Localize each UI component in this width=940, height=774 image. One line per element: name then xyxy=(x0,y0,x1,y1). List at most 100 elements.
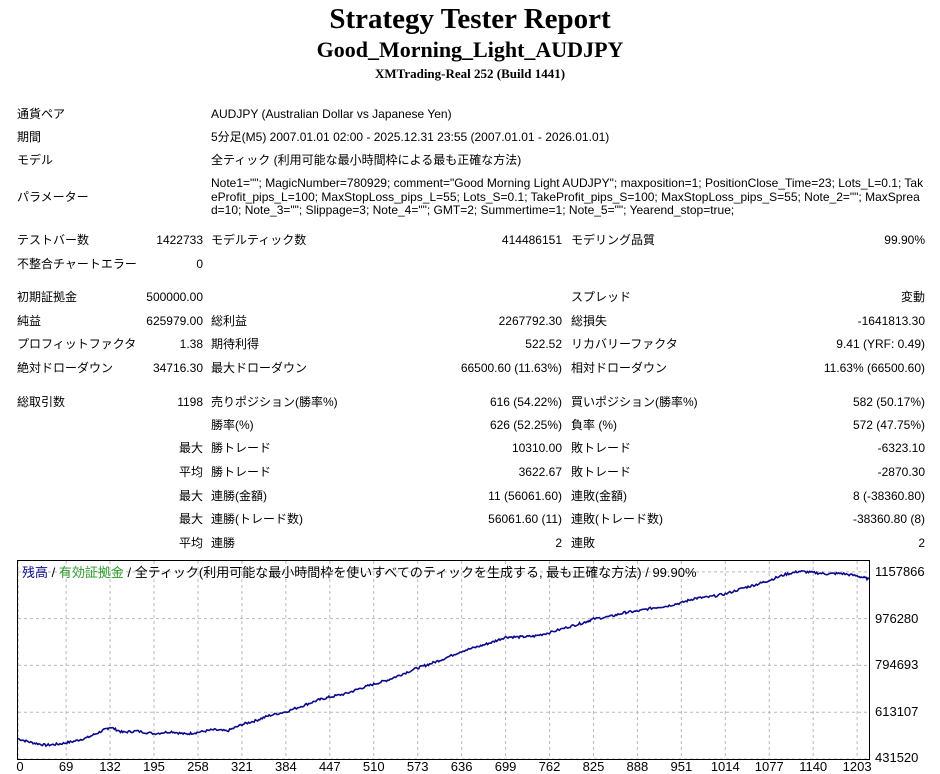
profit-factor-value: 1.38 xyxy=(179,337,203,351)
expected-payoff-label: 期待利得 xyxy=(211,337,260,351)
max-consec-losses-amount-value: 8 (-38360.80) xyxy=(852,489,925,503)
x-tick-label-11: 699 xyxy=(494,759,517,774)
y-tick-label-2: 794693 xyxy=(875,657,919,673)
period-value: 5分足(M5) 2007.01.01 02:00 - 2025.12.31 23… xyxy=(211,130,610,144)
mismatch-label: 不整合チャートエラー xyxy=(17,257,137,271)
x-tick-label-5: 321 xyxy=(231,759,253,774)
bars-value: 1422733 xyxy=(156,233,203,247)
ticks-value: 414486151 xyxy=(501,233,562,247)
profit-factor-label: プロフィットファクタ xyxy=(17,337,137,351)
avg-consec-losses-value: 2 xyxy=(918,536,925,550)
loss-rate-label: 負率 (%) xyxy=(571,418,617,432)
max-loss-value: -6323.10 xyxy=(877,441,925,455)
total-trades-label: 総取引数 xyxy=(17,395,66,409)
model-value: 全ティック (利用可能な最小時間枠による最も正確な方法) xyxy=(211,153,522,167)
quality-value: 99.90% xyxy=(884,233,925,247)
short-positions-label: 売りポジション(勝率%) xyxy=(211,395,338,409)
x-tick-label-2: 132 xyxy=(99,759,121,774)
recovery-factor-label: リカバリーファクタ xyxy=(571,337,678,351)
avg-prefix-1: 平均 xyxy=(178,465,203,479)
max-drawdown-label: 最大ドローダウン xyxy=(211,361,308,375)
win-rate-value: 626 (52.25%) xyxy=(489,418,562,432)
max-consec-losses-count-label: 連敗(トレード数) xyxy=(571,512,663,526)
net-profit-value: 625979.00 xyxy=(146,314,203,328)
report-subtitle: Good_Morning_Light_AUDJPY xyxy=(316,37,624,62)
x-tick-label-17: 1077 xyxy=(754,759,784,774)
y-tick-label-1: 976280 xyxy=(875,610,919,626)
long-positions-value: 582 (50.17%) xyxy=(852,395,925,409)
x-tick-label-16: 1014 xyxy=(710,759,740,774)
chart-plot-area xyxy=(18,561,869,759)
rel-drawdown-label: 相対ドローダウン xyxy=(571,361,668,375)
max-consec-wins-amount-value: 11 (56061.60) xyxy=(488,489,562,503)
win-rate-label: 勝率(%) xyxy=(211,418,254,432)
x-tick-label-4: 258 xyxy=(187,759,209,774)
mismatch-value: 0 xyxy=(196,257,203,271)
x-tick-label-7: 447 xyxy=(318,759,341,774)
avg-loss-label: 敗トレード xyxy=(571,465,632,479)
x-tick-label-9: 573 xyxy=(406,759,429,774)
y-tick-label-4: 431520 xyxy=(875,750,919,765)
short-positions-value: 616 (54.22%) xyxy=(489,395,562,409)
max-win-value: 10310.00 xyxy=(511,441,562,455)
x-tick-label-0: 0 xyxy=(16,759,24,774)
deposit-label: 初期証拠金 xyxy=(17,290,78,304)
avg-prefix-2: 平均 xyxy=(178,536,203,550)
long-positions-label: 買いポジション(勝率%) xyxy=(571,395,698,409)
abs-drawdown-value: 34716.30 xyxy=(152,361,203,375)
max-prefix-2: 最大 xyxy=(178,489,203,503)
params-label: パラメーター xyxy=(17,190,89,204)
chart-legend: 残高 / 有効証拠金 / 全ティック(利用可能な最小時間枠を使いすべてのティック… xyxy=(22,565,697,580)
loss-rate-value: 572 (47.75%) xyxy=(852,418,925,432)
max-drawdown-value: 66500.60 (11.63%) xyxy=(460,361,562,375)
max-win-label: 勝トレード xyxy=(211,441,272,455)
symbol-value: AUDJPY (Australian Dollar vs Japanese Ye… xyxy=(211,107,452,121)
legend-sep: / xyxy=(48,565,59,580)
avg-consec-wins-label: 連勝 xyxy=(211,536,236,550)
abs-drawdown-label: 絶対ドローダウン xyxy=(17,361,114,375)
rel-drawdown-value: 11.63% (66500.60) xyxy=(823,361,925,375)
x-tick-label-10: 636 xyxy=(450,759,473,774)
ticks-label: モデルティック数 xyxy=(211,233,307,247)
deposit-value: 500000.00 xyxy=(146,290,203,304)
params-value: Note1=""; MagicNumber=780929; comment="G… xyxy=(211,176,924,217)
expected-payoff-value: 522.52 xyxy=(525,337,562,351)
period-label: 期間 xyxy=(17,130,42,144)
x-tick-label-1: 69 xyxy=(58,759,74,774)
legend-rest: / 全ティック(利用可能な最小時間枠を使いすべてのティックを生成する, 最も正確… xyxy=(123,565,697,580)
max-prefix-1: 最大 xyxy=(178,441,203,455)
symbol-label: 通貨ペア xyxy=(17,107,66,121)
x-tick-label-3: 195 xyxy=(143,759,165,774)
avg-consec-wins-value: 2 xyxy=(555,536,562,550)
legend-equity: 有効証拠金 xyxy=(58,565,124,580)
avg-consec-losses-label: 連敗 xyxy=(571,536,596,550)
max-consec-wins-count-value: 56061.60 (11) xyxy=(488,512,562,526)
gross-loss-label: 総損失 xyxy=(571,314,608,328)
max-consec-wins-amount-label: 連勝(金額) xyxy=(211,489,267,503)
max-consec-wins-count-label: 連勝(トレード数) xyxy=(211,512,303,526)
net-profit-label: 純益 xyxy=(17,314,42,328)
y-tick-label-0: 1157866 xyxy=(875,563,925,579)
max-consec-losses-amount-label: 連敗(金額) xyxy=(571,489,627,503)
max-prefix-3: 最大 xyxy=(178,512,203,526)
spread-value: 変動 xyxy=(900,290,925,304)
gross-profit-label: 総利益 xyxy=(211,314,248,328)
total-trades-value: 1198 xyxy=(177,395,203,409)
x-tick-label-15: 951 xyxy=(670,759,693,774)
balance-chart: 残高 / 有効証拠金 / 全ティック(利用可能な最小時間枠を使いすべてのティック… xyxy=(17,560,870,760)
gross-profit-value: 2267792.30 xyxy=(498,314,562,328)
build-info: XMTrading-Real 252 (Build 1441) xyxy=(374,66,566,81)
report-title: Strategy Tester Report xyxy=(329,3,611,35)
legend-balance: 残高 xyxy=(22,565,49,580)
max-consec-losses-count-value: -38360.80 (8) xyxy=(852,512,925,526)
bars-label: テストバー数 xyxy=(17,233,90,247)
model-label: モデル xyxy=(17,153,54,167)
x-tick-label-14: 888 xyxy=(626,759,649,774)
x-tick-label-13: 825 xyxy=(582,759,605,774)
max-loss-label: 敗トレード xyxy=(571,441,632,455)
x-tick-label-6: 384 xyxy=(274,759,297,774)
y-tick-label-3: 613107 xyxy=(875,704,919,720)
spread-label: スプレッド xyxy=(571,290,632,304)
gross-loss-value: -1641813.30 xyxy=(857,314,925,328)
x-tick-label-19: 1203 xyxy=(842,759,872,774)
